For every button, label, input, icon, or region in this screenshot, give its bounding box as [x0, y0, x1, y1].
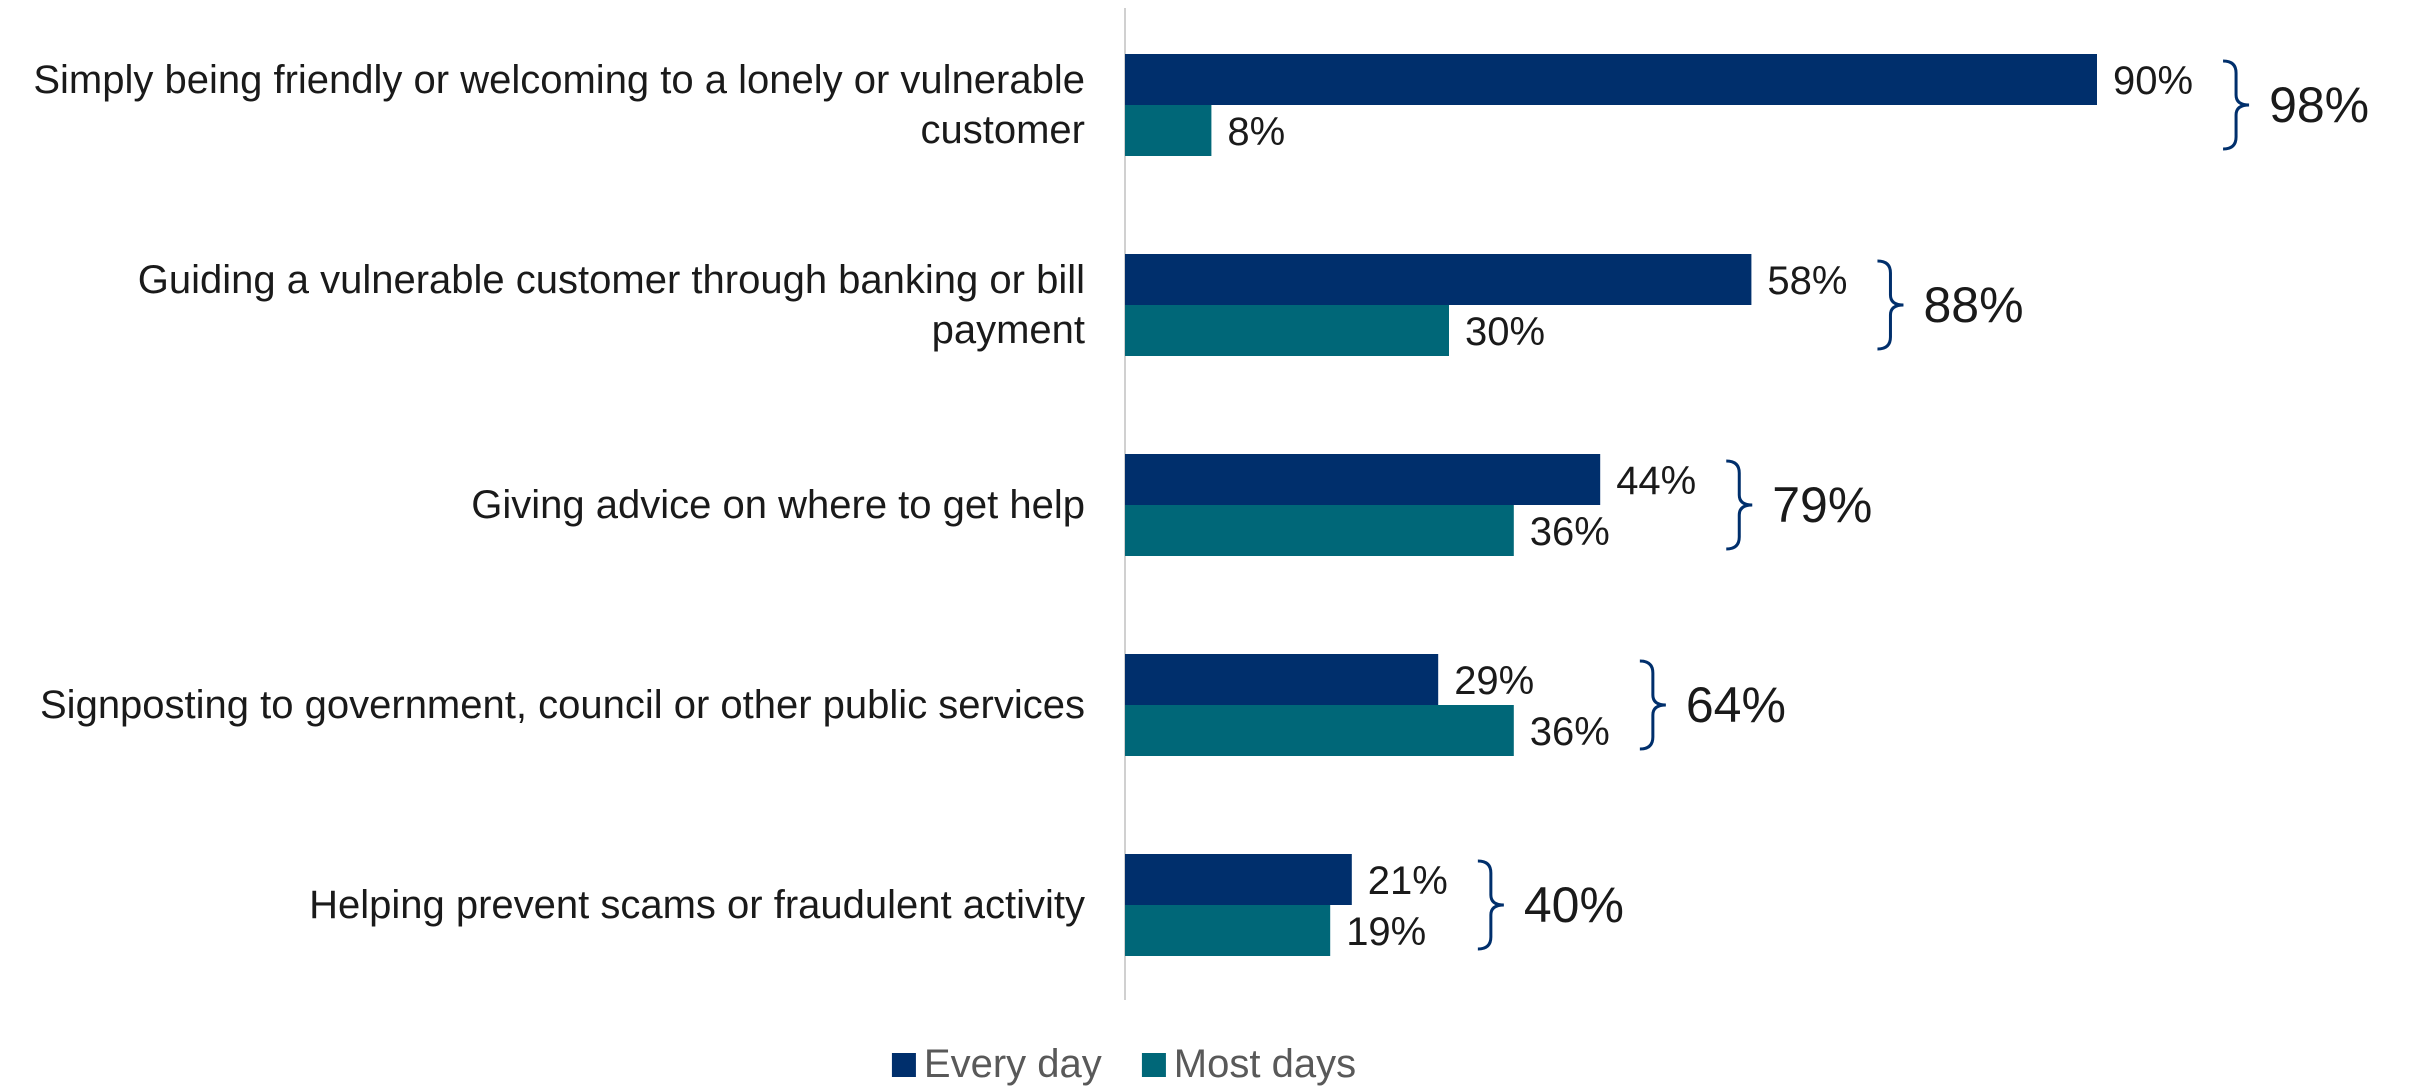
bar: [1125, 854, 1352, 905]
total-label: 40%: [1524, 877, 1624, 933]
legend-swatch: [1141, 1052, 1166, 1077]
brace: [1877, 259, 1904, 351]
value-label: 30%: [1465, 310, 1545, 354]
bar: [1125, 254, 1752, 305]
bar: [1125, 305, 1449, 356]
category-label: Giving advice on where to get help: [471, 483, 1085, 527]
total-label: 88%: [1923, 277, 2023, 333]
bar: [1125, 654, 1439, 705]
total-label: 79%: [1772, 477, 1872, 533]
value-label: 90%: [2113, 59, 2193, 103]
brace: [1726, 459, 1753, 551]
value-label: 8%: [1227, 110, 1285, 154]
legend-item: Every day: [891, 1042, 1102, 1087]
legend-swatch: [891, 1052, 916, 1077]
brace: [1477, 859, 1504, 951]
brace: [2222, 59, 2250, 151]
value-label: 36%: [1530, 510, 1610, 554]
total-label: 64%: [1686, 677, 1786, 733]
bar: [1125, 105, 1212, 156]
value-label: 21%: [1368, 859, 1448, 903]
bar: [1125, 905, 1331, 956]
category-label: Helping prevent scams or fraudulent acti…: [309, 883, 1085, 927]
bar: [1125, 454, 1601, 505]
legend-label: Every day: [923, 1042, 1102, 1086]
legend-label: Most days: [1173, 1042, 1357, 1086]
bar: [1125, 505, 1514, 556]
value-label: 36%: [1530, 710, 1610, 754]
value-label: 29%: [1454, 659, 1534, 703]
category-label: Guiding a vulnerable customer through ba…: [137, 258, 1085, 352]
brace: [1639, 659, 1666, 751]
total-label: 98%: [2269, 77, 2369, 133]
value-label: 19%: [1346, 910, 1426, 954]
value-label: 58%: [1767, 259, 1847, 303]
legend: Every day Most days: [891, 1042, 1357, 1087]
legend-item: Most days: [1141, 1042, 1357, 1087]
category-label: Simply being friendly or welcoming to a …: [33, 58, 1085, 152]
value-label: 44%: [1616, 459, 1696, 503]
bar: [1125, 54, 2097, 105]
bar: [1125, 705, 1514, 756]
category-label: Signposting to government, council or ot…: [40, 683, 1085, 727]
